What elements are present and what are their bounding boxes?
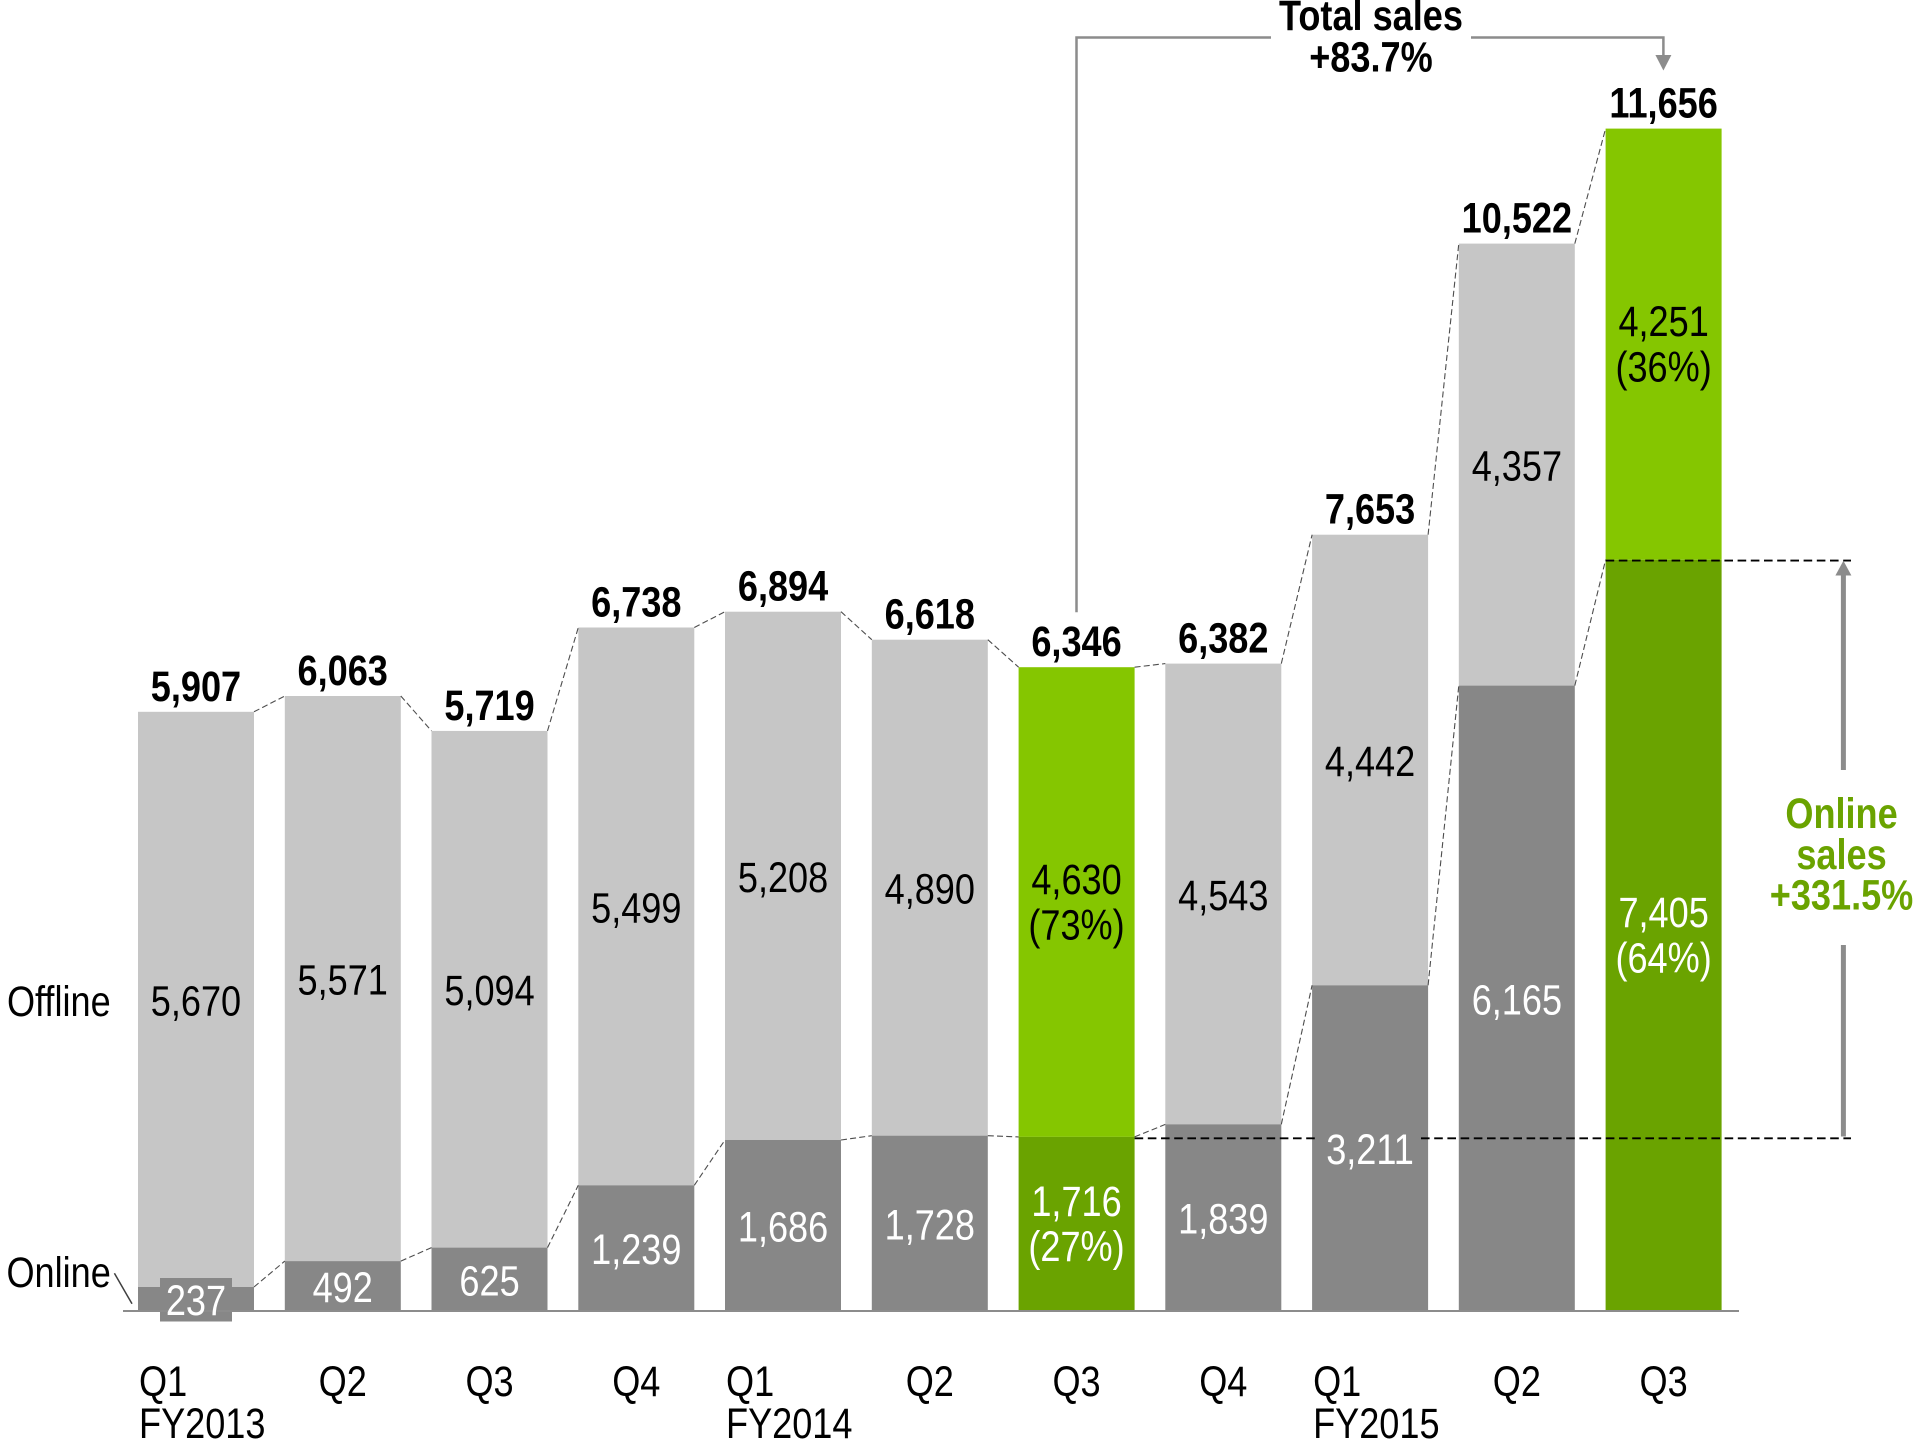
svg-text:+83.7%: +83.7%	[1309, 33, 1432, 81]
svg-text:FY2014: FY2014	[726, 1400, 852, 1440]
svg-text:Q3: Q3	[1052, 1358, 1100, 1406]
svg-text:Q4: Q4	[612, 1358, 660, 1406]
svg-text:Q1: Q1	[139, 1358, 187, 1406]
svg-text:5,499: 5,499	[591, 884, 681, 932]
svg-text:6,894: 6,894	[738, 563, 828, 611]
svg-text:1,839: 1,839	[1178, 1196, 1268, 1244]
svg-text:10,522: 10,522	[1462, 195, 1572, 243]
svg-text:(73%): (73%)	[1028, 901, 1124, 949]
svg-text:5,670: 5,670	[151, 977, 241, 1025]
svg-text:1,686: 1,686	[738, 1204, 828, 1252]
svg-text:5,719: 5,719	[444, 682, 534, 730]
svg-text:5,094: 5,094	[444, 967, 534, 1015]
svg-text:492: 492	[313, 1264, 373, 1312]
svg-text:+331.5%: +331.5%	[1770, 872, 1914, 920]
svg-text:Online: Online	[6, 1249, 110, 1297]
svg-text:4,251: 4,251	[1618, 298, 1708, 346]
svg-text:(36%): (36%)	[1615, 343, 1711, 391]
svg-text:Q2: Q2	[906, 1358, 954, 1406]
svg-text:1,728: 1,728	[885, 1201, 975, 1249]
svg-text:sales: sales	[1796, 831, 1886, 879]
svg-text:Q2: Q2	[1493, 1358, 1541, 1406]
svg-text:Q3: Q3	[465, 1358, 513, 1406]
svg-text:5,208: 5,208	[738, 854, 828, 902]
svg-text:7,405: 7,405	[1618, 889, 1708, 937]
svg-text:FY2013: FY2013	[139, 1400, 265, 1440]
svg-text:Total sales: Total sales	[1279, 0, 1463, 40]
svg-text:625: 625	[459, 1257, 519, 1305]
svg-text:FY2015: FY2015	[1313, 1400, 1439, 1440]
svg-text:Q2: Q2	[319, 1358, 367, 1406]
svg-text:6,618: 6,618	[885, 591, 975, 639]
svg-text:4,543: 4,543	[1178, 872, 1268, 920]
svg-text:5,571: 5,571	[298, 957, 388, 1005]
svg-text:Q4: Q4	[1199, 1358, 1247, 1406]
svg-text:4,357: 4,357	[1472, 443, 1562, 491]
svg-text:6,063: 6,063	[298, 647, 388, 695]
svg-text:1,716: 1,716	[1031, 1178, 1121, 1226]
svg-text:Offline: Offline	[7, 978, 111, 1026]
svg-text:Online: Online	[1785, 790, 1897, 838]
svg-text:5,907: 5,907	[151, 663, 241, 711]
svg-text:4,630: 4,630	[1031, 856, 1121, 904]
svg-text:6,165: 6,165	[1472, 976, 1562, 1024]
svg-text:6,382: 6,382	[1178, 615, 1268, 663]
svg-text:237: 237	[166, 1277, 226, 1325]
svg-text:4,890: 4,890	[885, 866, 975, 914]
svg-text:11,656: 11,656	[1609, 80, 1717, 128]
svg-text:1,239: 1,239	[591, 1226, 681, 1274]
svg-text:3,211: 3,211	[1326, 1126, 1414, 1174]
svg-text:6,738: 6,738	[591, 579, 681, 627]
svg-text:Q1: Q1	[726, 1358, 774, 1406]
svg-text:Q3: Q3	[1640, 1358, 1688, 1406]
svg-text:6,346: 6,346	[1031, 618, 1121, 666]
svg-text:4,442: 4,442	[1325, 738, 1415, 786]
svg-text:(27%): (27%)	[1028, 1223, 1124, 1271]
svg-text:(64%): (64%)	[1615, 935, 1711, 983]
svg-text:Q1: Q1	[1313, 1358, 1361, 1406]
svg-text:7,653: 7,653	[1325, 486, 1415, 534]
